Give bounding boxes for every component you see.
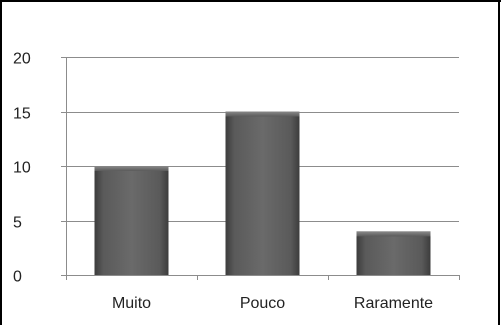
y-tick-labels: 0 5 10 15 20 — [13, 51, 31, 286]
axes — [61, 57, 460, 280]
frame-border-top — [0, 0, 501, 2]
y-tick-label: 0 — [13, 269, 22, 286]
bar-pouco — [225, 111, 300, 275]
x-tick-label: Muito — [112, 295, 151, 312]
x-tick-label: Pouco — [240, 295, 285, 312]
y-tick-label: 15 — [13, 106, 31, 123]
y-tick-label: 10 — [13, 160, 31, 177]
x-tick-label: Raramente — [354, 295, 433, 312]
bar — [356, 231, 431, 275]
bar — [225, 111, 300, 275]
frame-border-left — [0, 0, 2, 325]
bar-muito — [94, 166, 169, 275]
bar-top-bevel — [94, 166, 169, 171]
y-tick-label: 5 — [13, 215, 22, 232]
bar-top-bevel — [225, 111, 300, 117]
bar — [94, 166, 169, 275]
y-tick-label: 20 — [13, 51, 31, 68]
bars — [94, 111, 431, 275]
bar-raramente — [356, 231, 431, 275]
frame-border-right — [498, 0, 500, 325]
x-tick-labels: Muito Pouco Raramente — [112, 295, 433, 312]
bar-top-bevel — [356, 231, 431, 237]
